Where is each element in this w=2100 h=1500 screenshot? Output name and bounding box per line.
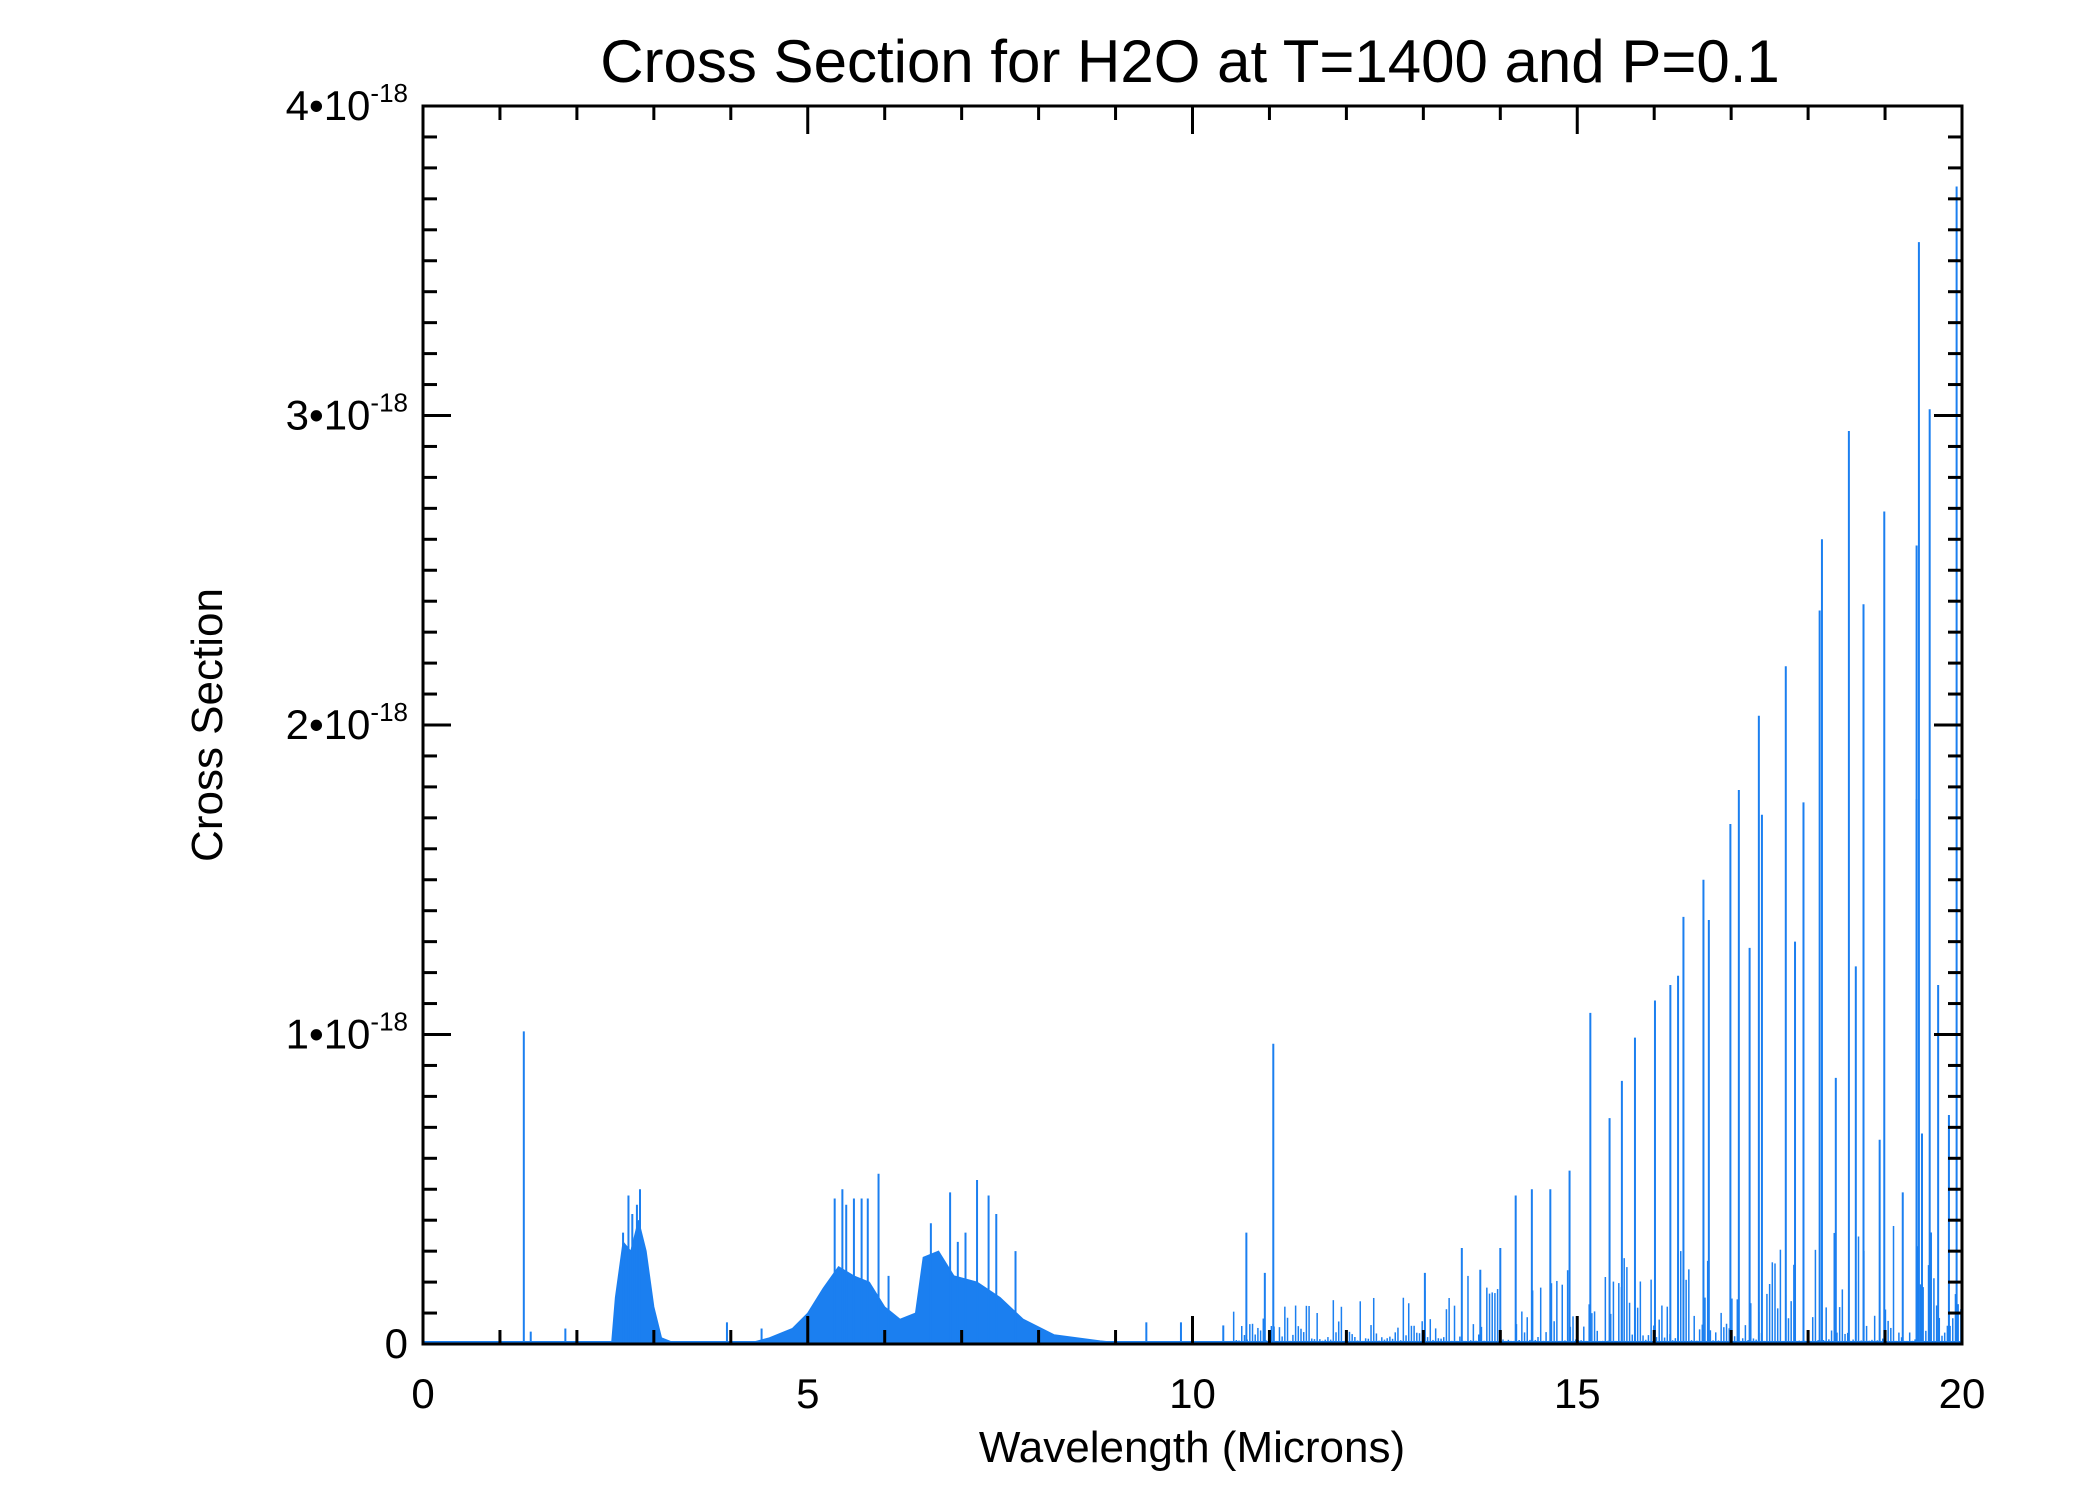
x-tick-label: 5 bbox=[796, 1370, 819, 1417]
y-tick-exponent: -18 bbox=[370, 78, 408, 108]
y-tick-mantissa: 0 bbox=[385, 1320, 408, 1367]
y-tick-label: 0 bbox=[385, 1320, 408, 1367]
y-tick-label: 1•10-18 bbox=[286, 1007, 408, 1058]
y-tick-mantissa: 2•10 bbox=[286, 701, 371, 748]
x-axis-label: Wavelength (Microns) bbox=[979, 1423, 1405, 1472]
x-tick-label: 20 bbox=[1939, 1370, 1986, 1417]
absorption-band-1 bbox=[746, 1250, 1131, 1345]
y-tick-exponent: -18 bbox=[370, 697, 408, 727]
y-tick-mantissa: 3•10 bbox=[286, 392, 371, 439]
y-tick-label: 3•10-18 bbox=[286, 388, 408, 439]
y-tick-mantissa: 4•10 bbox=[286, 82, 371, 129]
y-tick-mantissa: 1•10 bbox=[286, 1011, 371, 1058]
absorption-band-0 bbox=[610, 1220, 678, 1345]
x-tick-label: 0 bbox=[411, 1370, 434, 1417]
y-tick-label: 2•10-18 bbox=[286, 697, 408, 748]
x-tick-label: 10 bbox=[1169, 1370, 1216, 1417]
y-axis-label: Cross Section bbox=[183, 588, 232, 862]
y-tick-label: 4•10-18 bbox=[286, 78, 408, 129]
y-tick-exponent: -18 bbox=[370, 1007, 408, 1037]
y-tick-exponent: -18 bbox=[370, 388, 408, 418]
plot-area bbox=[423, 186, 1962, 1345]
x-tick-label: 15 bbox=[1554, 1370, 1601, 1417]
chart-title: Cross Section for H2O at T=1400 and P=0.… bbox=[600, 28, 1780, 95]
